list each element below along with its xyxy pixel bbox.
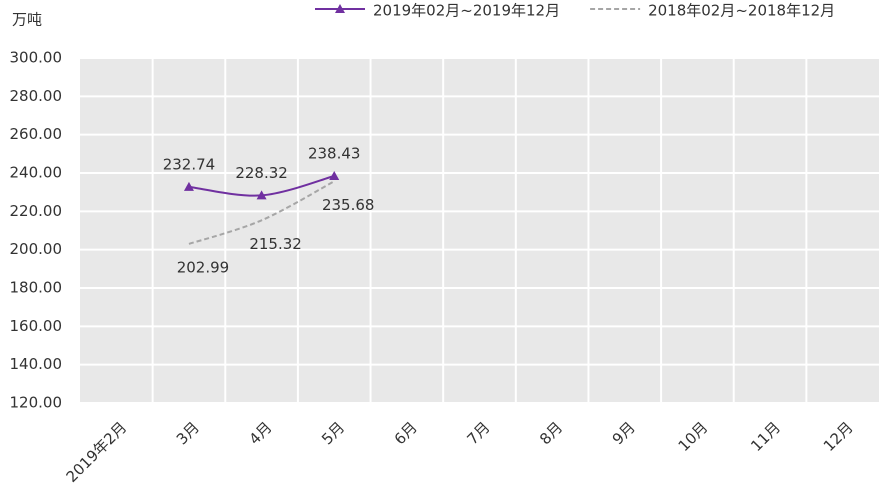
y-tick-label: 260.00 [10, 125, 63, 143]
y-tick-label: 200.00 [10, 240, 63, 258]
y-tick-label: 160.00 [10, 317, 63, 335]
y-tick-label: 280.00 [10, 87, 63, 105]
data-label: 235.68 [322, 196, 375, 214]
data-label: 232.74 [163, 155, 216, 173]
data-label: 228.32 [235, 164, 288, 182]
x-tick-label: 3月 [173, 418, 203, 448]
x-tick-label: 2019年2月 [63, 418, 131, 486]
x-tick-label: 9月 [609, 418, 639, 448]
x-tick-label: 8月 [536, 418, 566, 448]
y-tick-label: 180.00 [10, 279, 63, 297]
x-tick-label: 10月 [675, 418, 712, 455]
x-tick-label: 7月 [463, 418, 493, 448]
point-marker [183, 181, 194, 191]
series-line [188, 180, 335, 245]
x-tick-label: 5月 [318, 418, 348, 448]
data-label: 215.32 [249, 235, 302, 253]
y-tick-label: 240.00 [10, 164, 63, 182]
x-tick-label: 6月 [391, 418, 421, 448]
plot-area [80, 58, 879, 403]
legend-label: 2018年02月~2018年12月 [648, 2, 835, 20]
point-marker [256, 190, 267, 200]
data-label: 238.43 [308, 145, 361, 163]
x-tick-label: 11月 [747, 418, 784, 455]
y-axis-title: 万吨 [12, 11, 42, 29]
y-tick-label: 140.00 [10, 355, 63, 373]
x-tick-label: 4月 [246, 418, 276, 448]
y-tick-label: 300.00 [10, 49, 63, 67]
x-tick-label: 12月 [820, 418, 857, 455]
y-tick-label: 220.00 [10, 202, 63, 220]
point-marker [329, 171, 340, 181]
data-label: 202.99 [177, 258, 230, 276]
legend-marker [335, 4, 345, 13]
legend-label: 2019年02月~2019年12月 [373, 2, 560, 20]
y-tick-label: 120.00 [10, 394, 63, 412]
